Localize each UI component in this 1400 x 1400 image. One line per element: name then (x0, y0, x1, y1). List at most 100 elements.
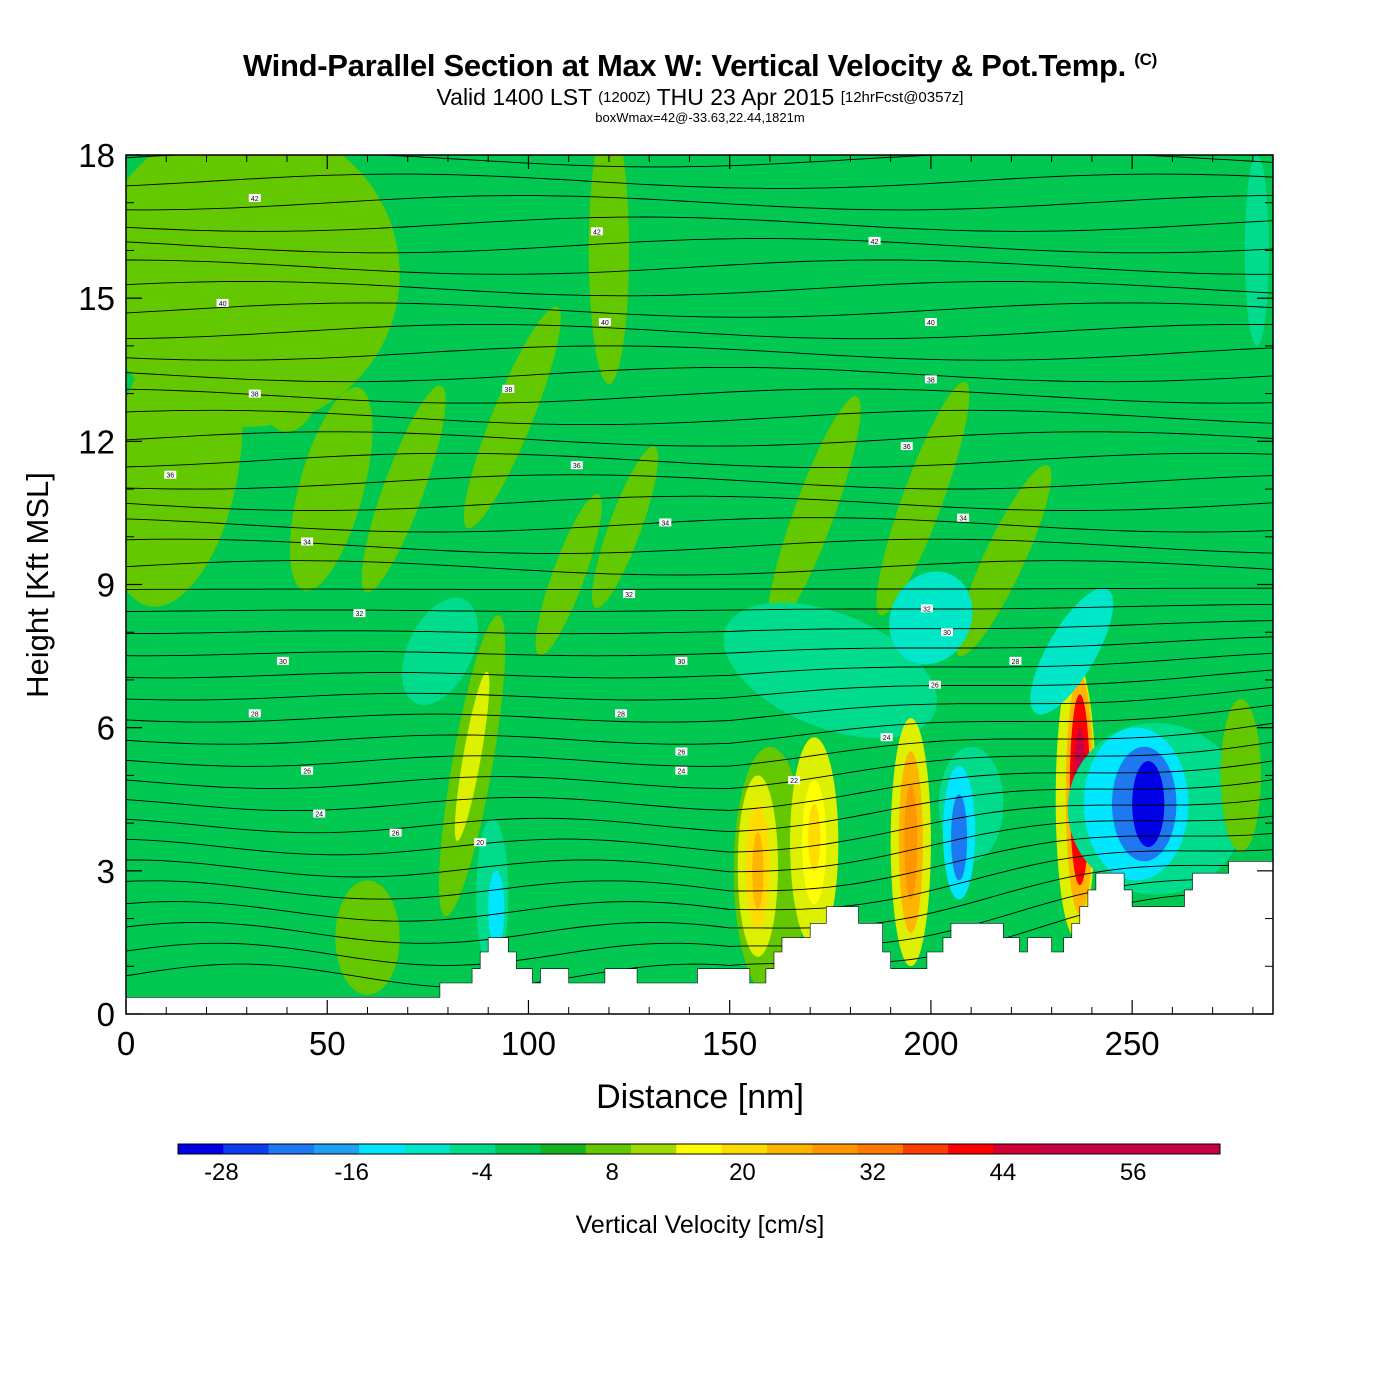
theta-contour-line (126, 452, 1273, 469)
theta-contour-line (126, 669, 1273, 701)
theta-contour-line (126, 495, 1273, 511)
colorbar-swatch (993, 1144, 1040, 1154)
theta-label-box (301, 766, 314, 775)
theta-label-text: 38 (927, 377, 935, 384)
potential-temperature-contours (126, 155, 1273, 988)
colorbar-swatch (1038, 1144, 1085, 1154)
terrain (126, 861, 1273, 1014)
theta-label-box (900, 442, 913, 451)
theta-label-box (248, 193, 261, 202)
x-tick-label: 100 (501, 1025, 556, 1062)
theta-contour-line (126, 560, 1273, 576)
theta-label-box (675, 747, 688, 756)
theta-label: 32 (920, 604, 933, 613)
w-region (752, 832, 764, 910)
theta-label-text: 36 (903, 444, 911, 451)
theta-label-text: 40 (601, 320, 609, 327)
colorbar-swatch (631, 1144, 677, 1154)
theta-label-box (957, 513, 970, 522)
theta-label-text: 34 (661, 520, 669, 527)
box-info: boxWmax=42@-33.63,22.44,1821m (595, 110, 805, 125)
x-tick-label: 200 (903, 1025, 958, 1062)
theta-label-box (570, 461, 583, 470)
theta-label-text: 24 (315, 812, 323, 819)
theta-label-box (502, 384, 515, 393)
x-tick-label: 150 (702, 1025, 757, 1062)
theta-label-text: 26 (677, 750, 685, 757)
colorbar-swatch (1174, 1144, 1221, 1154)
colorbar: -28 -16 -4 8 20 32 44 56 (177, 1143, 1221, 1186)
theta-label-text: 34 (303, 540, 311, 547)
theta-label: 30 (941, 628, 954, 637)
theta-label-box (941, 628, 954, 637)
theta-contour-line (126, 216, 1273, 232)
w-region (876, 381, 970, 616)
theta-contour-line (126, 779, 1273, 834)
theta-label: 38 (502, 384, 515, 394)
colorbar-frame (177, 1143, 1221, 1155)
theta-label-text: 40 (219, 301, 227, 308)
colorbar-swatch (223, 1144, 269, 1154)
w-region (335, 880, 400, 995)
theta-label-text: 28 (251, 711, 259, 718)
colorbar-swatch (766, 1144, 813, 1154)
theta-label-box (928, 680, 941, 689)
theta-label-text: 42 (251, 196, 259, 203)
theta-label-text: 42 (871, 239, 879, 246)
theta-label: 30 (675, 656, 688, 666)
colorbar-tick-label: 56 (1120, 1159, 1147, 1186)
theta-label: 26 (675, 747, 688, 757)
theta-label: 40 (924, 318, 937, 327)
theta-contour-line (126, 704, 1273, 745)
theta-label-box (301, 537, 314, 546)
theta-label: 26 (301, 766, 314, 776)
w-region (1030, 588, 1114, 715)
theta-contour-line (126, 620, 1273, 635)
theta-label: 34 (301, 537, 314, 547)
colorbar-tick-label: -4 (471, 1159, 492, 1186)
colorbar-swatch (857, 1144, 904, 1154)
chart-title: Wind-Parallel Section at Max W: Vertical… (243, 48, 1157, 83)
theta-label: 30 (276, 656, 289, 666)
theta-contour-line (126, 832, 1273, 900)
theta-contour-line (126, 388, 1273, 404)
colorbar-swatch (812, 1144, 858, 1154)
colorbar-swatch (178, 1144, 224, 1154)
theta-label: 36 (570, 461, 583, 470)
theta-contour-line (126, 238, 1273, 254)
colorbar-swatch (1129, 1144, 1175, 1154)
theta-label: 28 (615, 709, 628, 718)
theta-contour-line (126, 815, 1273, 878)
y-tick-label: 3 (97, 853, 115, 890)
colorbar-swatch (585, 1144, 632, 1154)
theta-label-text: 30 (943, 630, 951, 637)
theta-label: 20 (474, 838, 487, 847)
theta-label: 38 (248, 389, 261, 399)
theta-label-text: 28 (1012, 659, 1020, 666)
theta-label-box (675, 656, 688, 665)
theta-contour-line (126, 409, 1273, 426)
theta-label-box (788, 776, 801, 785)
theta-contour-line (126, 741, 1273, 789)
theta-label-text: 32 (923, 606, 931, 613)
terrain-mask (126, 861, 1273, 1014)
colorbar-tick-label: 20 (729, 1159, 756, 1186)
theta-label: 24 (880, 733, 893, 742)
theta-contour-line (126, 345, 1273, 361)
w-region (904, 784, 918, 900)
w-region (723, 602, 937, 739)
y-tick-label: 12 (78, 423, 115, 460)
colorbar-tick-label: 8 (605, 1159, 618, 1186)
theta-label-box (248, 389, 261, 398)
theta-label-box (868, 236, 881, 245)
w-region (463, 306, 561, 529)
w-region (535, 494, 602, 656)
colorbar-swatch (676, 1144, 722, 1154)
theta-label-text: 40 (927, 320, 935, 327)
colorbar-swatch (404, 1144, 451, 1154)
chart-subtitle: Valid 1400 LST (1200Z) THU 23 Apr 2015 [… (436, 84, 964, 110)
theta-contour-line (126, 652, 1273, 679)
theta-label-box (924, 318, 937, 327)
theta-label: 28 (1009, 656, 1022, 666)
